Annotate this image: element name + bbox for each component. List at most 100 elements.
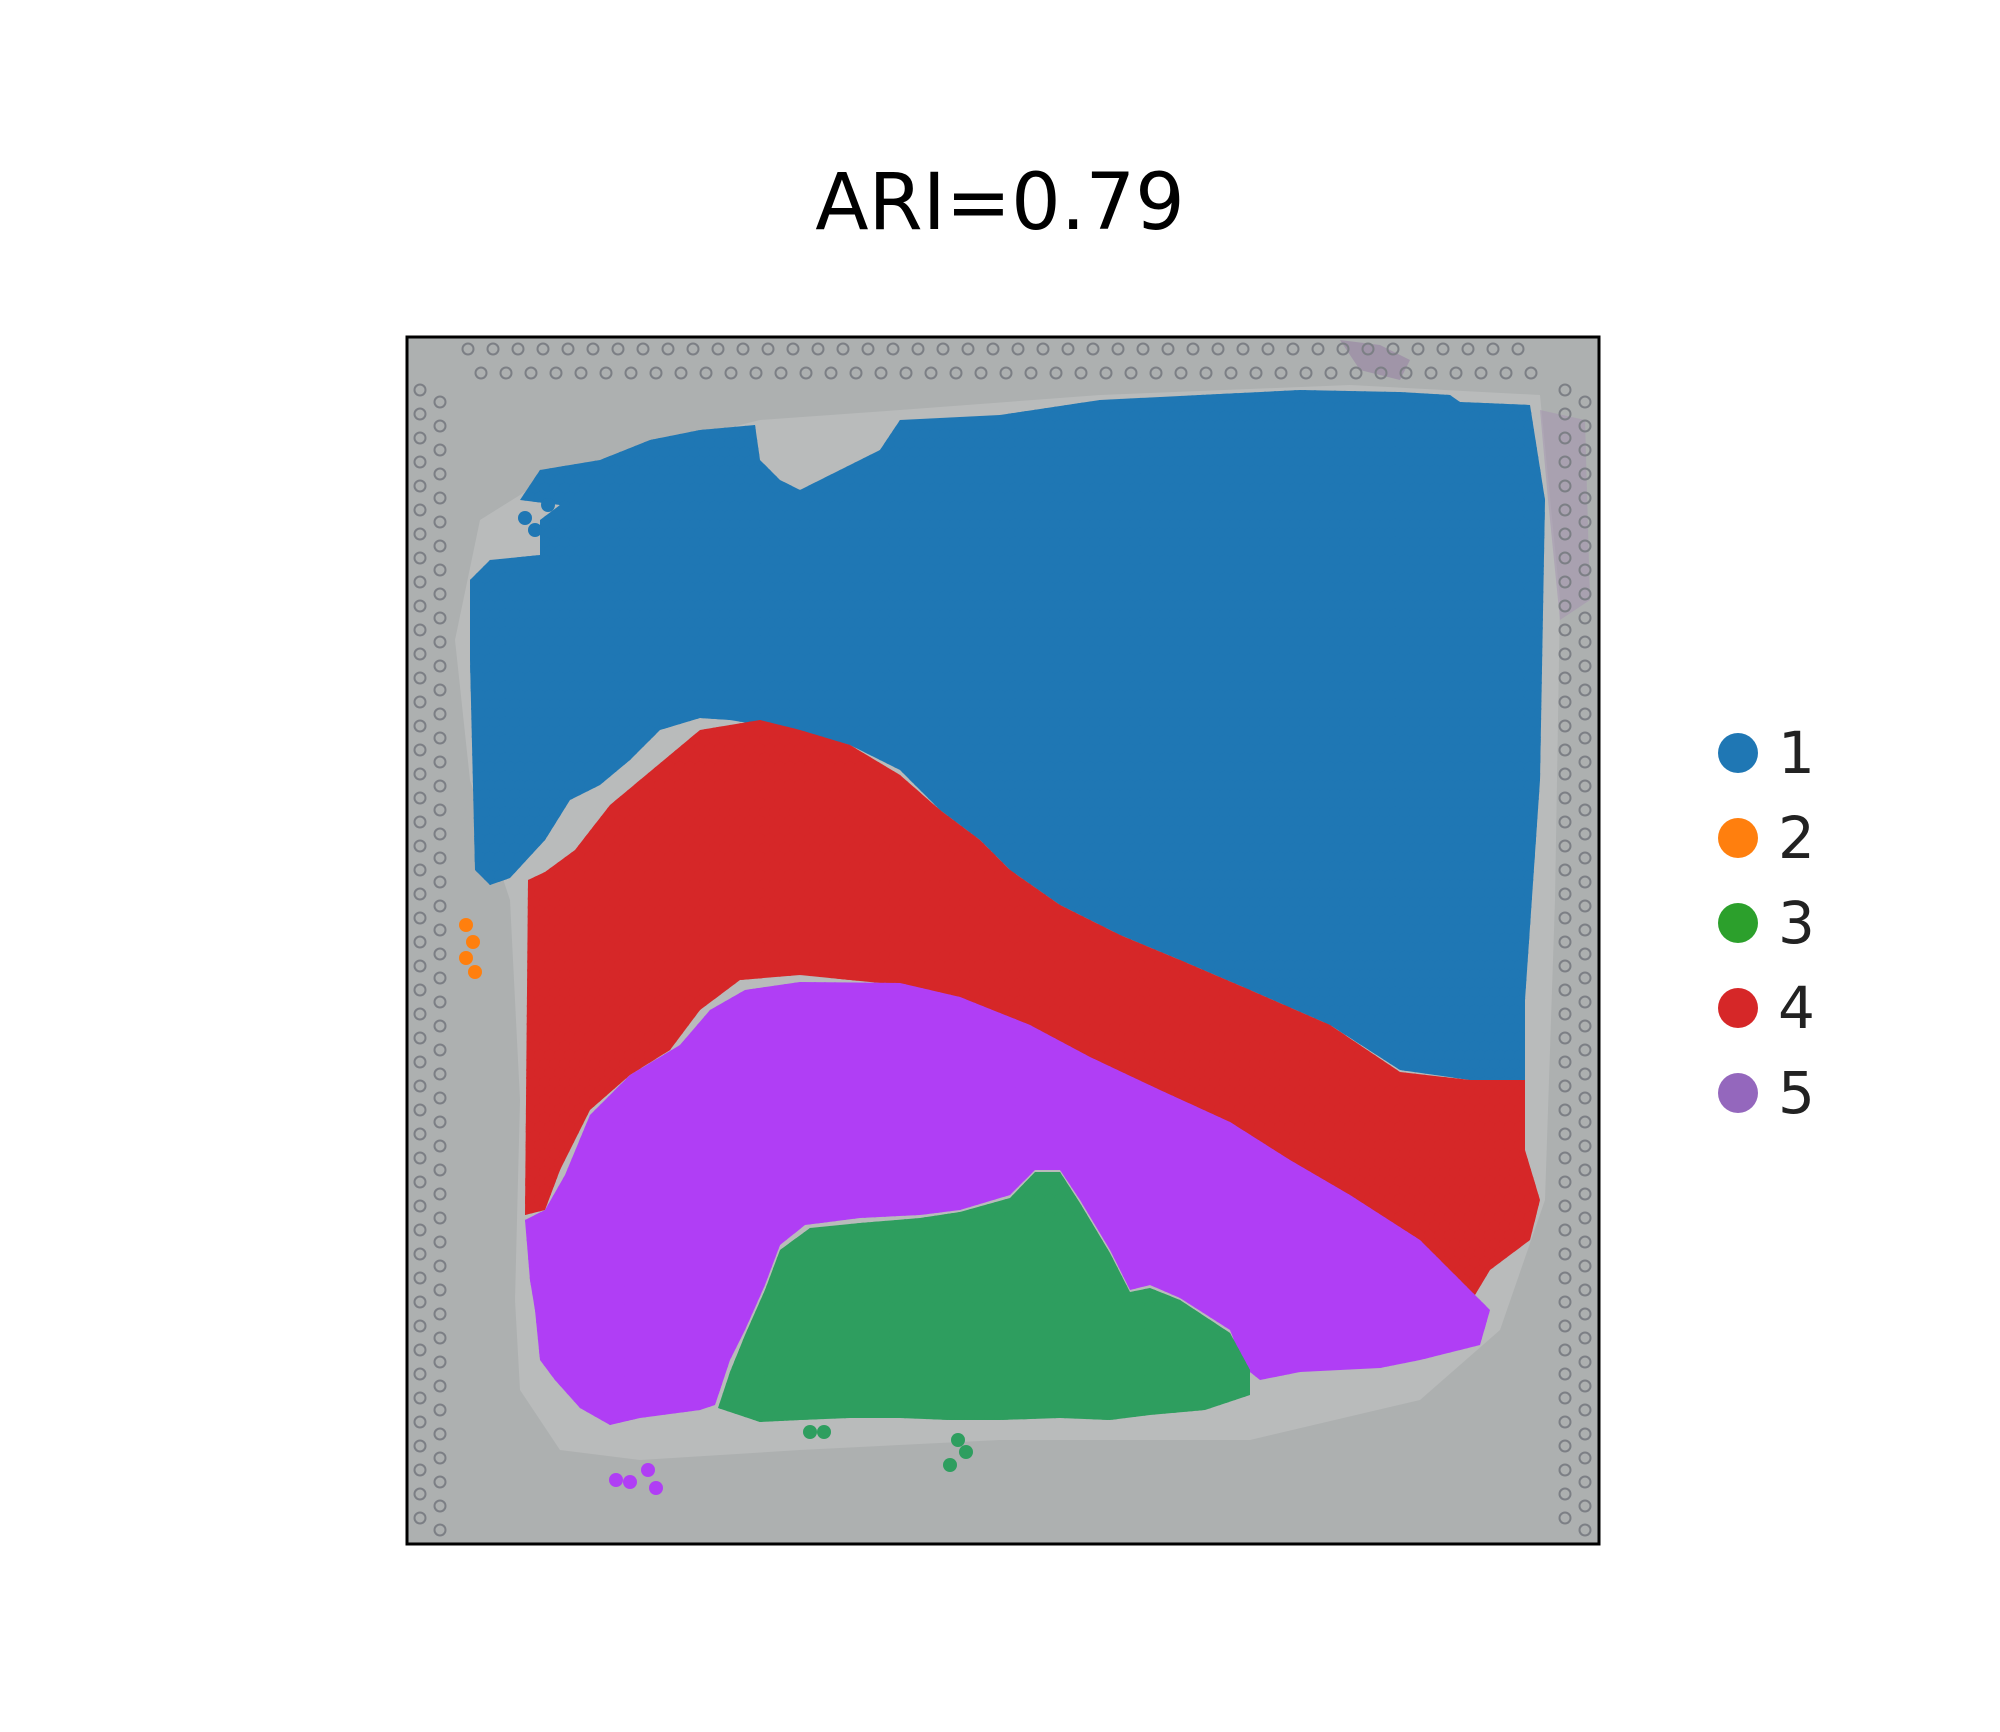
- fiducial-spot: [433, 1115, 447, 1129]
- fiducial-spot: [1049, 366, 1063, 380]
- fiducial-spot: [1558, 887, 1572, 901]
- fiducial-spot: [433, 1019, 447, 1033]
- fiducial-spot: [433, 971, 447, 985]
- fiducial-spot: [1578, 875, 1592, 889]
- fiducial-spot: [461, 342, 475, 356]
- fiducial-spot: [1578, 1523, 1592, 1537]
- fiducial-spot: [1578, 1187, 1592, 1201]
- fiducial-spot: [1578, 587, 1592, 601]
- fiducial-spot: [433, 947, 447, 961]
- fiducial-spot: [911, 342, 925, 356]
- fiducial-spot: [413, 479, 427, 493]
- fiducial-spot: [433, 1139, 447, 1153]
- fiducial-spot: [1261, 342, 1275, 356]
- fiducial-spot: [413, 503, 427, 517]
- fiducial-spot: [413, 599, 427, 613]
- fiducial-spot: [433, 707, 447, 721]
- fiducial-spot: [413, 575, 427, 589]
- fiducial-spot: [1224, 366, 1238, 380]
- fiducial-spot: [1558, 1055, 1572, 1069]
- fiducial-spot: [1024, 366, 1038, 380]
- fiducial-spot: [1558, 1079, 1572, 1093]
- fiducial-spot: [1558, 1127, 1572, 1141]
- fiducial-spot: [711, 342, 725, 356]
- cluster-spots: [459, 390, 1545, 1495]
- fiducial-spot: [433, 467, 447, 481]
- fiducial-spot: [413, 1439, 427, 1453]
- fiducial-spot: [1558, 455, 1572, 469]
- fiducial-spot: [413, 647, 427, 661]
- fiducial-spot: [1558, 671, 1572, 685]
- fiducial-spot: [413, 671, 427, 685]
- fiducial-spot: [1499, 366, 1513, 380]
- fiducial-spot: [433, 899, 447, 913]
- fiducial-spot: [1486, 342, 1500, 356]
- fiducial-spot: [1578, 947, 1592, 961]
- fiducial-spot: [1558, 1319, 1572, 1333]
- fiducial-spot: [686, 342, 700, 356]
- fiducial-spot: [1558, 1247, 1572, 1261]
- fiducial-spot: [433, 539, 447, 553]
- fiducial-spot: [413, 551, 427, 565]
- fiducial-spot: [1558, 479, 1572, 493]
- fiducial-spot: [413, 743, 427, 757]
- fiducial-spot: [413, 815, 427, 829]
- fiducial-spot: [433, 1187, 447, 1201]
- fiducial-spot: [974, 366, 988, 380]
- fiducial-spot: [1174, 366, 1188, 380]
- fiducial-spot: [433, 995, 447, 1009]
- fiducial-spot: [413, 1151, 427, 1165]
- fiducial-spot: [413, 431, 427, 445]
- fiducial-spot: [1578, 851, 1592, 865]
- fiducial-spot: [1578, 539, 1592, 553]
- fiducial-spot: [1524, 366, 1538, 380]
- fiducial-spot: [1136, 342, 1150, 356]
- fiducial-spot: [1578, 467, 1592, 481]
- fiducial-spot: [924, 366, 938, 380]
- fiducial-spot: [413, 527, 427, 541]
- fiducial-spot: [413, 887, 427, 901]
- fiducial-spot: [1558, 1511, 1572, 1525]
- fiducial-spot: [1299, 366, 1313, 380]
- fiducial-spot: [413, 863, 427, 877]
- fiducial-spot: [1578, 899, 1592, 913]
- fiducial-spot: [1558, 911, 1572, 925]
- fiducial-spot: [574, 366, 588, 380]
- fiducial-spot: [949, 366, 963, 380]
- fiducial-spot: [433, 875, 447, 889]
- fiducial-spot: [1411, 342, 1425, 356]
- fiducial-spot: [1578, 803, 1592, 817]
- fiducial-spot: [1578, 707, 1592, 721]
- fiducial-spot: [511, 342, 525, 356]
- fiducial-spot: [1558, 527, 1572, 541]
- fiducial-spot: [433, 1355, 447, 1369]
- fiducial-spot: [1578, 443, 1592, 457]
- fiducial-spot: [1558, 503, 1572, 517]
- fiducial-spot: [1578, 1379, 1592, 1393]
- fiducial-spot: [1558, 1367, 1572, 1381]
- fiducial-spot: [1578, 515, 1592, 529]
- fiducial-spot: [1578, 1403, 1592, 1417]
- fiducial-spot: [413, 839, 427, 853]
- fiducial-spot: [433, 1091, 447, 1105]
- fiducial-spot: [1149, 366, 1163, 380]
- fiducial-spot: [824, 366, 838, 380]
- fiducial-spot: [413, 1487, 427, 1501]
- fiducial-spot: [699, 366, 713, 380]
- fiducial-spot: [1558, 1031, 1572, 1045]
- fiducial-spot: [1558, 743, 1572, 757]
- fiducial-spot: [1578, 1163, 1592, 1177]
- fiducial-spot: [761, 342, 775, 356]
- chart-title: ARI=0.79: [0, 158, 2000, 248]
- fiducial-spot: [433, 1163, 447, 1177]
- fiducial-spot: [1578, 1139, 1592, 1153]
- fiducial-spot: [413, 1295, 427, 1309]
- fiducial-spot: [1578, 563, 1592, 577]
- fiducial-spot: [413, 455, 427, 469]
- fiducial-spot: [1578, 971, 1592, 985]
- fiducial-spot: [433, 491, 447, 505]
- fiducial-spot: [1424, 366, 1438, 380]
- fiducial-spot: [413, 983, 427, 997]
- fiducial-spot: [1249, 366, 1263, 380]
